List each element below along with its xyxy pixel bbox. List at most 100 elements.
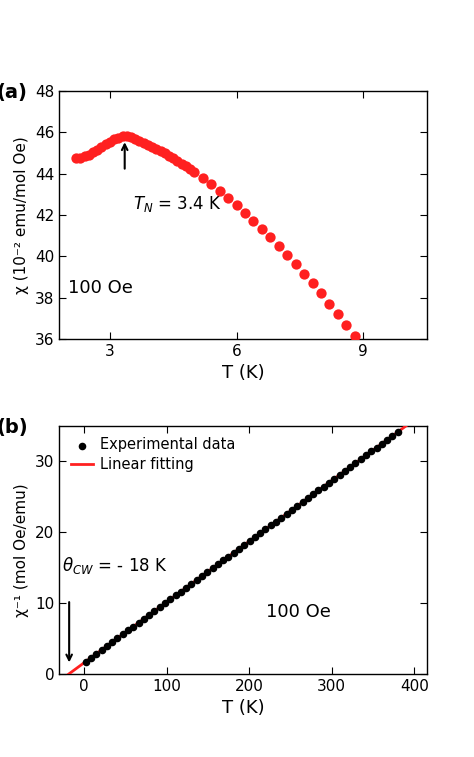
Point bbox=[191, 166, 198, 178]
Linear fitting bbox=[271, 519, 277, 528]
Experimental data bbox=[172, 590, 179, 602]
Linear fitting bbox=[229, 550, 235, 559]
Experimental data bbox=[124, 625, 132, 637]
Point bbox=[301, 267, 308, 279]
Point bbox=[250, 214, 257, 226]
Point bbox=[110, 133, 118, 145]
Point bbox=[93, 144, 101, 156]
Legend: Experimental data, Linear fitting: Experimental data, Linear fitting bbox=[66, 433, 240, 476]
Experimental data bbox=[87, 652, 95, 664]
Experimental data bbox=[198, 570, 206, 582]
Experimental data bbox=[394, 426, 401, 438]
Point bbox=[186, 163, 194, 175]
Experimental data bbox=[177, 585, 185, 597]
Text: 100 Oe: 100 Oe bbox=[68, 279, 133, 298]
Point bbox=[170, 152, 177, 164]
Text: (b): (b) bbox=[0, 419, 28, 438]
Point bbox=[401, 400, 409, 413]
Point bbox=[144, 139, 152, 151]
Experimental data bbox=[362, 450, 370, 462]
Experimental data bbox=[129, 621, 137, 633]
Experimental data bbox=[304, 492, 311, 504]
Experimental data bbox=[336, 469, 343, 481]
Experimental data bbox=[256, 527, 264, 539]
Experimental data bbox=[193, 574, 201, 586]
Linear fitting bbox=[231, 548, 237, 557]
Experimental data bbox=[156, 601, 164, 613]
Y-axis label: χ (10⁻² emu/mol Oe): χ (10⁻² emu/mol Oe) bbox=[14, 136, 29, 294]
Experimental data bbox=[161, 597, 169, 609]
Point bbox=[98, 141, 105, 153]
Point bbox=[106, 136, 114, 148]
Point bbox=[376, 364, 384, 376]
Experimental data bbox=[315, 484, 322, 497]
Experimental data bbox=[230, 547, 237, 559]
Experimental data bbox=[262, 523, 269, 535]
Point bbox=[77, 151, 84, 164]
Experimental data bbox=[373, 441, 380, 453]
Point bbox=[334, 308, 342, 320]
Experimental data bbox=[325, 477, 333, 489]
X-axis label: T (K): T (K) bbox=[222, 699, 264, 717]
Point bbox=[173, 155, 181, 167]
Point bbox=[309, 277, 316, 289]
Experimental data bbox=[209, 562, 217, 575]
Point bbox=[208, 178, 215, 190]
Point bbox=[127, 132, 135, 144]
Experimental data bbox=[109, 636, 116, 648]
Point bbox=[326, 298, 333, 310]
Experimental data bbox=[98, 644, 105, 656]
Line: Linear fitting: Linear fitting bbox=[67, 420, 414, 675]
Point bbox=[393, 388, 401, 400]
Point bbox=[275, 240, 283, 252]
Point bbox=[73, 152, 80, 164]
Point bbox=[81, 151, 88, 163]
Experimental data bbox=[114, 632, 121, 644]
Point bbox=[89, 146, 97, 158]
Point bbox=[258, 223, 266, 235]
Experimental data bbox=[119, 628, 127, 640]
Experimental data bbox=[203, 566, 211, 578]
Experimental data bbox=[166, 593, 174, 606]
Point bbox=[165, 150, 173, 162]
Experimental data bbox=[367, 445, 375, 457]
Point bbox=[102, 139, 109, 151]
Experimental data bbox=[82, 656, 90, 668]
Experimental data bbox=[219, 554, 227, 566]
Point bbox=[178, 157, 185, 170]
Text: 100 Oe: 100 Oe bbox=[265, 603, 330, 621]
Point bbox=[216, 185, 224, 197]
Experimental data bbox=[330, 472, 338, 484]
Point bbox=[241, 207, 249, 219]
Experimental data bbox=[246, 535, 254, 547]
Point bbox=[266, 231, 274, 243]
Experimental data bbox=[389, 430, 396, 442]
Experimental data bbox=[310, 488, 317, 500]
Experimental data bbox=[320, 481, 328, 493]
Experimental data bbox=[140, 612, 147, 625]
Point bbox=[368, 353, 375, 365]
Experimental data bbox=[135, 617, 142, 629]
Experimental data bbox=[341, 465, 348, 477]
Point bbox=[136, 135, 143, 147]
Experimental data bbox=[299, 496, 306, 508]
Experimental data bbox=[151, 605, 158, 617]
Linear fitting bbox=[252, 532, 258, 541]
Point bbox=[140, 137, 147, 149]
Point bbox=[283, 249, 291, 261]
Experimental data bbox=[214, 558, 222, 570]
Point bbox=[292, 258, 300, 270]
Point bbox=[182, 160, 190, 173]
Point bbox=[224, 192, 232, 204]
Experimental data bbox=[378, 438, 386, 450]
Experimental data bbox=[283, 508, 291, 520]
Experimental data bbox=[235, 543, 243, 555]
Experimental data bbox=[103, 640, 110, 652]
Point bbox=[351, 330, 359, 342]
Point bbox=[119, 130, 127, 142]
Experimental data bbox=[346, 461, 354, 473]
Point bbox=[359, 341, 367, 354]
Point bbox=[343, 319, 350, 331]
Point bbox=[85, 148, 92, 160]
Point bbox=[161, 148, 169, 160]
